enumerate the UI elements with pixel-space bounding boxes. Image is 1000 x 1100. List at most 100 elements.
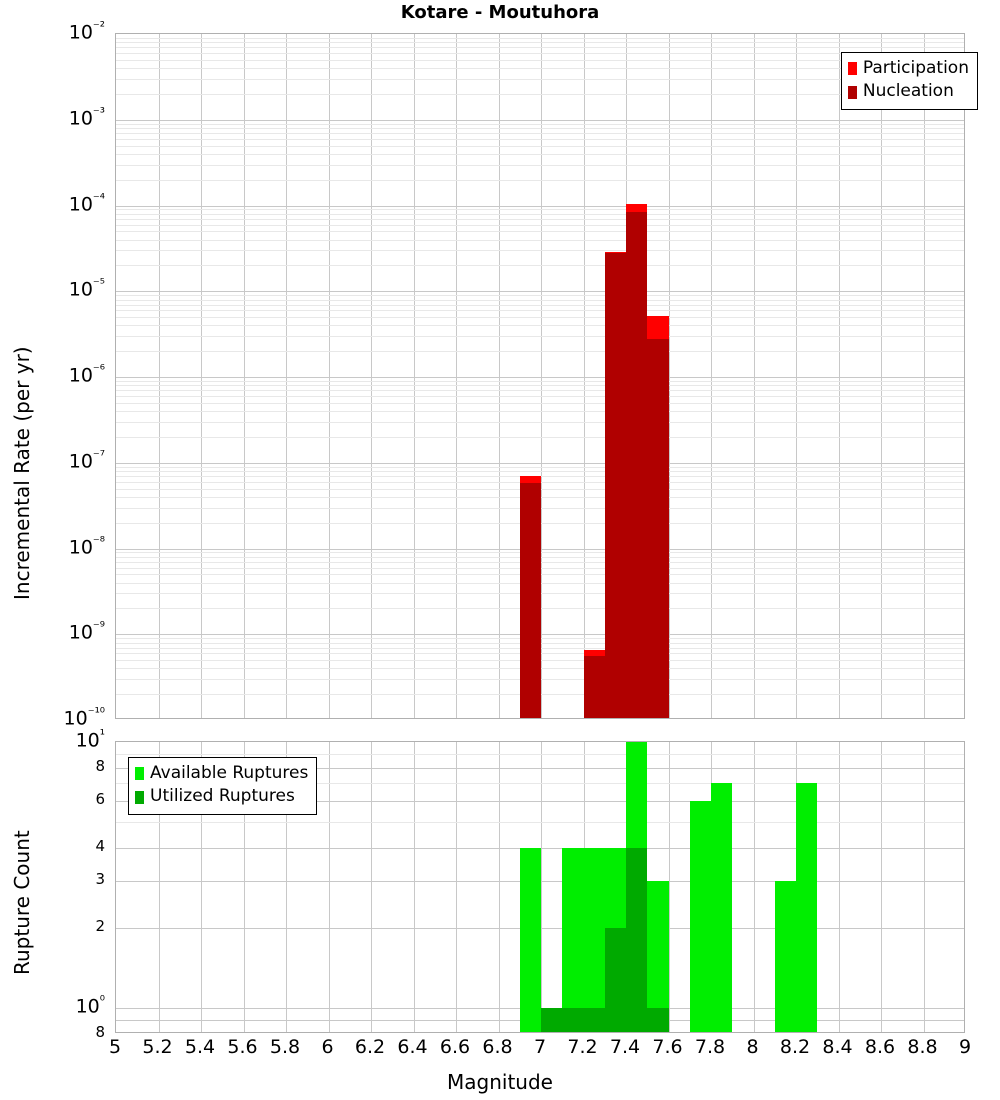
y-axis-tick-label: 10¹ xyxy=(75,728,105,752)
bar-available-ruptures xyxy=(562,847,584,1032)
gridline-vertical xyxy=(243,34,245,718)
gridline-horizontal xyxy=(116,767,964,769)
x-axis-tick-label: 6 xyxy=(321,1036,334,1058)
bar-available-ruptures xyxy=(689,801,711,1032)
gridline-horizontal-minor xyxy=(116,411,964,413)
y-axis-tick-label: 10⁻² xyxy=(68,20,105,44)
gridline-vertical xyxy=(456,742,457,1032)
gridline-vertical xyxy=(413,742,415,1032)
gridline-vertical xyxy=(498,34,500,718)
x-axis-tick-label: 5.6 xyxy=(227,1036,258,1058)
bar-utilized-ruptures xyxy=(647,1008,669,1032)
legend-count-item: Available Ruptures xyxy=(135,762,308,785)
gridline-horizontal-minor xyxy=(116,250,964,252)
gridline-horizontal-minor xyxy=(116,396,964,398)
gridline-horizontal-minor xyxy=(116,304,964,306)
gridline-horizontal-minor xyxy=(116,325,964,327)
gridline-vertical xyxy=(753,742,755,1032)
gridline-horizontal-minor xyxy=(116,380,964,382)
gridline-horizontal-minor xyxy=(116,402,964,404)
y-axis-tick-label: 3 xyxy=(95,870,105,889)
gridline-vertical xyxy=(286,742,287,1032)
y-axis-tick-label: 8 xyxy=(95,1023,105,1041)
y-axis-tick-label: 4 xyxy=(95,836,105,855)
x-axis-tick-label: 8 xyxy=(746,1036,759,1058)
x-axis-tick-label: 7.4 xyxy=(609,1036,641,1058)
bar-utilized-ruptures xyxy=(541,1008,563,1032)
legend-count-item: Utilized Ruptures xyxy=(135,785,308,808)
gridline-horizontal-minor xyxy=(116,421,964,423)
bar-nucleation xyxy=(647,338,669,718)
legend-incremental-rate: Participation Nucleation xyxy=(840,52,978,110)
bar-available-ruptures xyxy=(711,783,733,1032)
gridline-horizontal-minor xyxy=(116,239,964,241)
y-axis-tick-label: 10⁰ xyxy=(75,994,105,1018)
gridline-horizontal-minor xyxy=(116,209,964,211)
x-axis-tick-label: 5.4 xyxy=(184,1036,216,1058)
gridline-vertical xyxy=(201,34,202,718)
y-axis-tick-label: 10⁻³ xyxy=(68,105,105,130)
gridline-vertical xyxy=(328,34,330,718)
gridline-horizontal-minor xyxy=(116,123,964,125)
y-axis-tick-label: 8 xyxy=(95,756,105,775)
gridline-vertical xyxy=(838,742,840,1032)
y-axis-tick-label: 10⁻¹⁰ xyxy=(63,706,105,730)
gridline-horizontal-minor xyxy=(116,783,964,785)
gridline-vertical xyxy=(286,34,287,718)
gridline-horizontal xyxy=(116,119,964,121)
gridline-horizontal-minor xyxy=(116,59,964,61)
gridline-vertical xyxy=(583,34,585,718)
gridline-vertical xyxy=(711,34,712,718)
bar-utilized-ruptures xyxy=(626,847,648,1032)
gridline-horizontal xyxy=(116,291,964,293)
gridline-horizontal-minor xyxy=(116,47,964,49)
bar-available-ruptures xyxy=(796,783,818,1032)
x-axis-tick-label: 6.6 xyxy=(439,1036,471,1058)
bar-utilized-ruptures xyxy=(583,1008,605,1032)
gridline-horizontal-minor xyxy=(116,42,964,44)
gridline-vertical xyxy=(413,34,415,718)
gridline-horizontal-minor xyxy=(116,153,964,155)
bar-nucleation xyxy=(583,655,605,718)
x-axis-tick-label: 6.8 xyxy=(482,1036,513,1058)
legend-swatch-icon xyxy=(847,62,857,76)
legend-label: Available Ruptures xyxy=(150,763,309,783)
gridline-horizontal-minor xyxy=(116,218,964,220)
bars-bottom xyxy=(116,742,964,1032)
gridline-horizontal-minor xyxy=(116,37,964,39)
gridline-vertical xyxy=(498,742,500,1032)
gridline-vertical xyxy=(668,742,670,1032)
y-axis-tick-label: 2 xyxy=(95,917,105,936)
gridline-horizontal-minor xyxy=(116,164,964,166)
bar-available-ruptures xyxy=(583,847,605,1032)
bar-available-ruptures xyxy=(519,847,541,1032)
x-axis-tick-label: 7.6 xyxy=(652,1036,683,1058)
gridline-horizontal-minor xyxy=(116,310,964,312)
bar-available-ruptures xyxy=(647,881,669,1032)
gridline-horizontal-minor xyxy=(116,351,964,353)
gridline-vertical xyxy=(881,742,882,1032)
gridline-horizontal-minor xyxy=(116,78,964,80)
gridline-horizontal-minor xyxy=(116,317,964,319)
x-axis-tick-label: 5 xyxy=(108,1036,122,1058)
gridline-horizontal-minor xyxy=(116,133,964,135)
gridline-horizontal-minor xyxy=(116,265,964,267)
bars-top xyxy=(116,34,964,718)
legend-rupture-count: Available Ruptures Utilized Ruptures xyxy=(128,757,318,815)
gridline-vertical xyxy=(456,34,457,718)
gridline-vertical xyxy=(201,742,202,1032)
legend-swatch-icon xyxy=(135,790,144,804)
y-axis-tick-label: 10⁻⁹ xyxy=(68,620,105,644)
y-axis-tick-label: 10⁻⁷ xyxy=(68,448,105,473)
x-axis-tick-label: 8.8 xyxy=(907,1036,938,1058)
bar-available-ruptures xyxy=(774,881,796,1032)
gridline-vertical xyxy=(881,34,882,718)
gridline-vertical xyxy=(923,34,925,718)
bar-utilized-ruptures xyxy=(604,928,626,1032)
gridline-vertical xyxy=(838,34,840,718)
x-axis-tick-label: 7 xyxy=(533,1036,547,1058)
gridline-horizontal xyxy=(116,377,964,378)
bar-utilized-ruptures xyxy=(562,1008,584,1032)
gridline-vertical xyxy=(371,34,372,718)
page-title: Kotare - Moutuhora xyxy=(400,2,600,23)
